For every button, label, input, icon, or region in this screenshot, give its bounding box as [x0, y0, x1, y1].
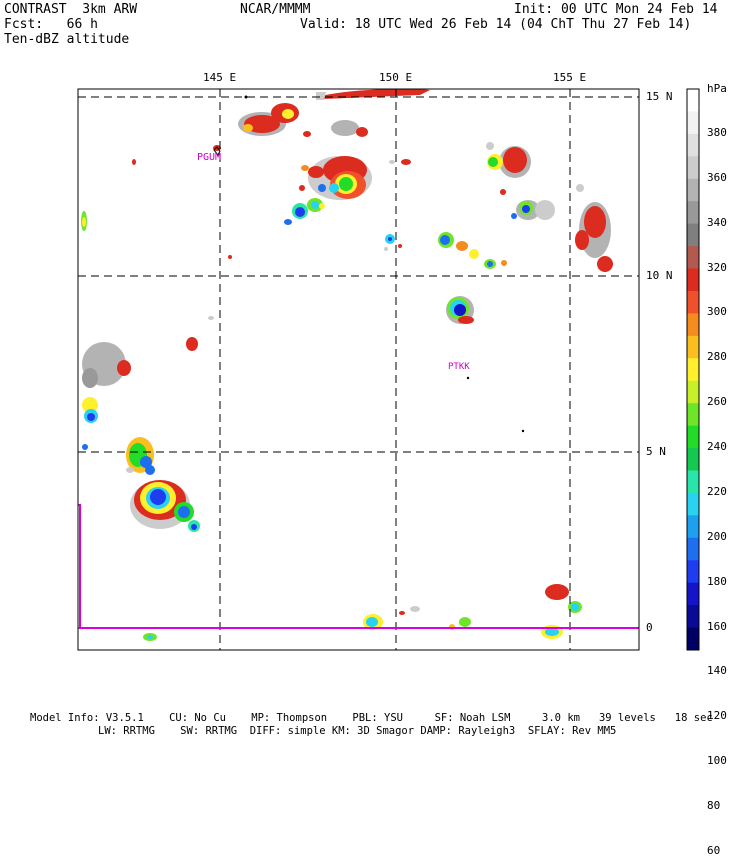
colorbar-swatch [687, 313, 699, 337]
island-marker [466, 376, 470, 380]
station-label-ptkk: PTKK [448, 362, 470, 372]
lat-label-15n: 15 N [646, 90, 673, 103]
colorbar-swatch [687, 425, 699, 449]
colorbar-swatch [687, 492, 699, 516]
colorbar-tick-label: 240 [707, 440, 727, 454]
colorbar-tick-label: 380 [707, 125, 727, 139]
colorbar-swatch [687, 380, 699, 404]
colorbar-swatch [687, 403, 699, 427]
colorbar-tick-label: 120 [707, 709, 727, 723]
valid-time: Valid: 18 UTC Wed 26 Feb 14 (04 ChT Thu … [300, 17, 692, 32]
model-info-line1: Model Info: V3.5.1 CU: No Cu MP: Thompso… [30, 712, 713, 724]
map-frame [77, 88, 640, 651]
colorbar-swatch [687, 582, 699, 606]
colorbar-swatch [687, 223, 699, 247]
lon-label-145: 145 E [203, 71, 237, 84]
lat-label-5n: 5 N [646, 445, 666, 458]
colorbar-swatch [687, 448, 699, 471]
colorbar-swatch [687, 605, 699, 629]
colorbar-swatch [687, 358, 699, 382]
colorbar [687, 89, 699, 651]
lat-label-10n: 10 N [646, 269, 673, 282]
island-marker [244, 95, 248, 99]
colorbar-swatch [687, 246, 699, 270]
reflectivity-field [81, 88, 613, 641]
colorbar-swatch [687, 290, 699, 314]
field-name: Ten-dBZ altitude [4, 32, 130, 47]
model-info-line2: LW: RRTMG SW: RRTMG DIFF: simple KM: 3D … [98, 725, 617, 737]
colorbar-tick-label: 300 [707, 305, 727, 319]
colorbar-swatch [687, 268, 699, 292]
colorbar-swatch [687, 470, 699, 494]
lon-label-155: 155 E [553, 71, 587, 84]
colorbar-swatch [687, 335, 699, 359]
island-marker [521, 429, 525, 433]
colorbar-tick-label: 280 [707, 350, 727, 364]
station-label-pgum: PGUM [197, 152, 222, 163]
colorbar-swatch [687, 537, 699, 561]
colorbar-tick-label: 260 [707, 395, 727, 409]
colorbar-tick-label: 220 [707, 484, 727, 498]
colorbar-tick-label: 360 [707, 170, 727, 184]
lat-label-0: 0 [646, 621, 653, 634]
colorbar-tick-label: 100 [707, 754, 727, 768]
colorbar-swatch [687, 133, 699, 157]
colorbar-frame [686, 88, 700, 651]
colorbar-swatch [687, 560, 699, 584]
domain-boundary [78, 504, 639, 629]
model-title: CONTRAST 3km ARW [4, 2, 138, 17]
colorbar-swatch [687, 89, 699, 112]
colorbar-swatch [687, 111, 699, 135]
colorbar-tick-label: 320 [707, 260, 727, 274]
colorbar-swatch [687, 178, 699, 202]
lon-label-150: 150 E [379, 71, 413, 84]
guam-outline [213, 146, 221, 156]
colorbar-tick-label: 140 [707, 664, 727, 678]
colorbar-tick-label: 340 [707, 215, 727, 229]
init-time: Init: 00 UTC Mon 24 Feb 14 [514, 2, 718, 17]
colorbar-tick-label: 200 [707, 529, 727, 543]
colorbar-tick-label: 60 [707, 843, 721, 857]
forecast-hour: Fcst: 66 h [4, 17, 98, 32]
colorbar-swatch [687, 201, 699, 225]
colorbar-swatch [687, 156, 699, 180]
colorbar-tick-label: 160 [707, 619, 727, 633]
colorbar-swatch [687, 515, 699, 539]
colorbar-unit: hPa [707, 82, 727, 95]
colorbar-swatch [687, 627, 699, 651]
map-canvas [77, 88, 700, 651]
agency-label: NCAR/MMMM [240, 2, 311, 17]
colorbar-tick-label: 180 [707, 574, 727, 588]
colorbar-tick-label: 80 [707, 799, 721, 813]
